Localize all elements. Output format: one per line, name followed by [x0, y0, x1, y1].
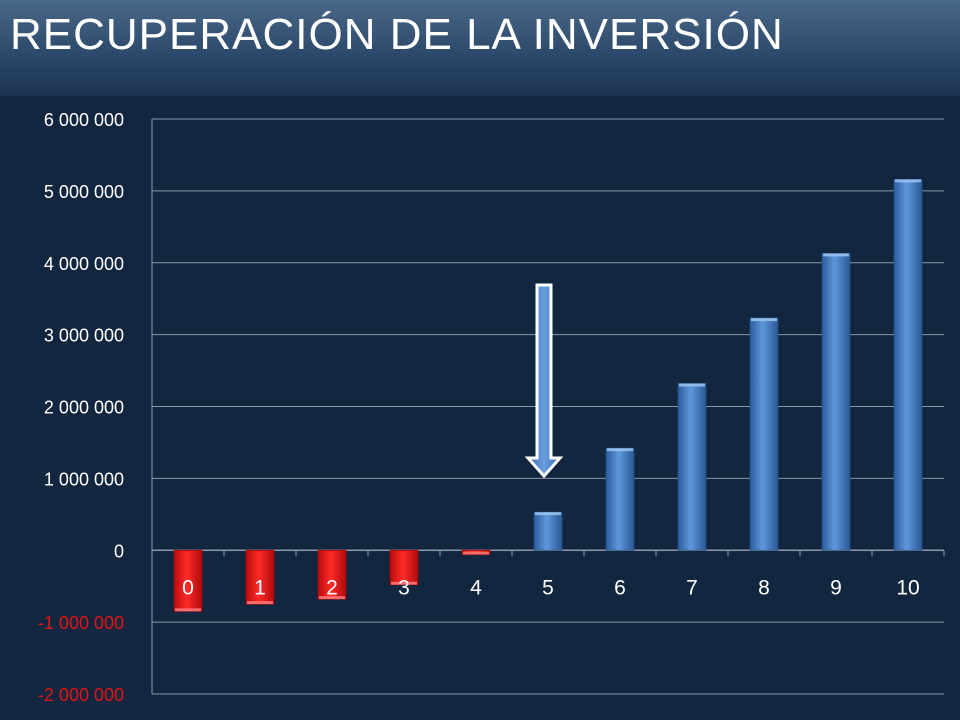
bar-highlight [463, 551, 489, 555]
y-tick-label: 6 000 000 [44, 110, 124, 130]
bar-highlight [823, 253, 849, 257]
bar-highlight [175, 608, 201, 612]
bar-10 [893, 178, 923, 551]
down-arrow-icon [524, 283, 564, 479]
y-axis-ticks: 6 000 000 5 000 000 4 000 000 3 000 000 2 00… [38, 110, 124, 705]
bar-7 [677, 383, 707, 551]
x-tick-label: 4 [470, 576, 482, 599]
x-tick-label: 7 [686, 576, 698, 599]
y-tick-label: 4 000 000 [44, 254, 124, 274]
bar-9 [821, 253, 851, 551]
bar-5 [533, 511, 563, 551]
bar-6 [605, 447, 635, 551]
x-tick-label: 5 [542, 576, 554, 599]
bar-highlight [895, 179, 921, 183]
bar-highlight [391, 581, 417, 585]
bar-highlight [319, 596, 345, 600]
bars [173, 178, 923, 612]
bar-2 [317, 549, 347, 600]
bar-highlight [679, 383, 705, 387]
x-tick-label: 6 [614, 576, 626, 599]
y-tick-label: 2 000 000 [44, 398, 124, 418]
x-axis-ticks: 0 1 2 3 4 5 6 7 8 9 10 [182, 576, 920, 599]
x-tick-label: 8 [758, 576, 770, 599]
x-tick-label: 10 [896, 576, 919, 599]
y-tick-label: -1 000 000 [38, 613, 124, 633]
x-tick-label: 3 [398, 576, 410, 599]
bar-3 [389, 549, 419, 586]
x-tick-label: 9 [830, 576, 842, 599]
page-title: RECUPERACIÓN DE LA INVERSIÓN [10, 10, 784, 59]
bar-highlight [535, 512, 561, 516]
x-tick-label: 1 [254, 576, 266, 599]
bar-0 [173, 549, 203, 612]
title-bar: RECUPERACIÓN DE LA INVERSIÓN [0, 0, 960, 96]
y-tick-label: 3 000 000 [44, 326, 124, 346]
y-tick-label: 1 000 000 [44, 469, 124, 489]
x-tick-label: 2 [326, 576, 338, 599]
y-tick-label: 0 [114, 541, 124, 561]
annotation [524, 283, 564, 479]
y-tick-label: 5 000 000 [44, 182, 124, 202]
y-tick-label: -2 000 000 [38, 685, 124, 705]
bar-8 [749, 317, 779, 551]
bar-highlight [607, 448, 633, 452]
bar-highlight [247, 601, 273, 605]
bar-highlight [751, 318, 777, 322]
bar-1 [245, 549, 275, 605]
x-tick-label: 0 [182, 576, 194, 599]
